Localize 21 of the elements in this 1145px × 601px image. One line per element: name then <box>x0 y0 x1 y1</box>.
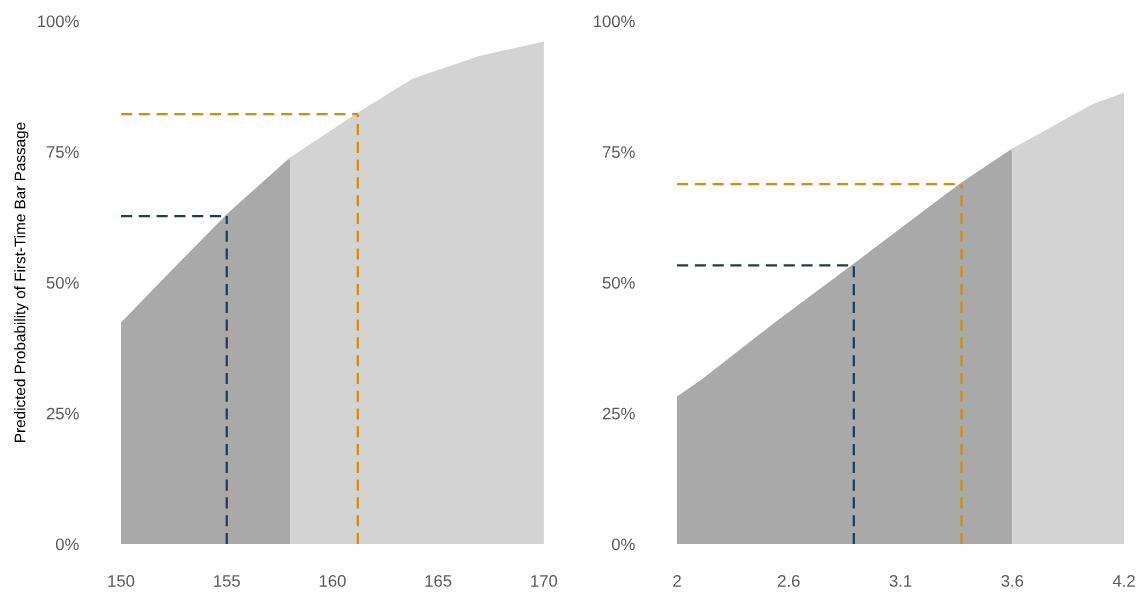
y-tick-label: 75% <box>602 146 635 158</box>
y-tick-label: 100% <box>38 15 79 28</box>
y-tick-label: 25% <box>46 407 79 420</box>
x-tick-label: 4.2 <box>1112 575 1135 587</box>
x-tick-label: 155 <box>214 575 240 587</box>
x-tick-label: 3.1 <box>889 575 912 587</box>
y-tick-label: 100% <box>594 15 635 28</box>
y-tick-label: 25% <box>602 407 635 420</box>
y-tick-label: 50% <box>46 276 79 289</box>
x-tick-label: 160 <box>319 575 346 587</box>
x-tick-label: 150 <box>108 575 135 587</box>
y-axis-title: Predicted Probability of First-Time Bar Passage <box>14 122 29 442</box>
x-tick-label: 165 <box>425 575 452 587</box>
y-tick-label: 50% <box>602 276 635 289</box>
x-tick-label: 2.6 <box>778 575 800 587</box>
x-tick-label: 170 <box>531 575 558 587</box>
y-tick-label: 75% <box>46 146 79 158</box>
y-tick-label: 0% <box>55 538 79 551</box>
x-tick-label: 2 <box>673 575 681 587</box>
y-tick-label: 0% <box>611 538 635 551</box>
x-tick-label: 3.6 <box>1001 575 1024 587</box>
